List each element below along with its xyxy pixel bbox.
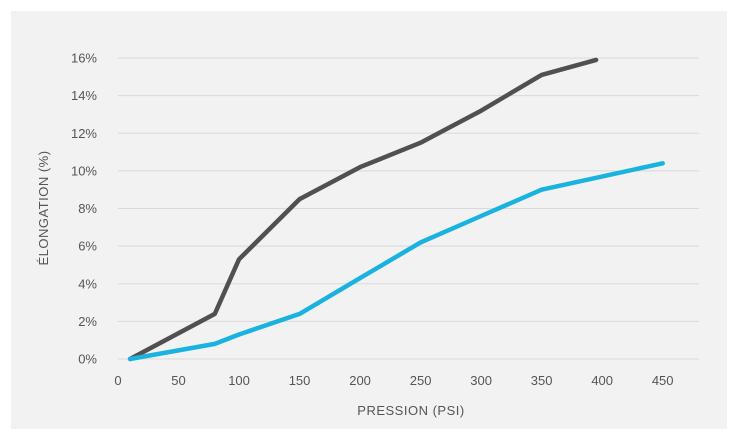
y-tick-label: 0% <box>78 352 97 367</box>
y-tick-label: 6% <box>78 239 97 254</box>
y-axis-title: ÉLONGATION (%) <box>36 150 51 265</box>
y-tick-label: 2% <box>78 314 97 329</box>
y-tick-label: 16% <box>71 51 97 66</box>
y-tick-label: 4% <box>78 276 97 291</box>
x-axis-ticks: 0 50 100 150 200 250 300 350 400 450 <box>114 373 673 388</box>
x-tick-label: 450 <box>652 373 674 388</box>
x-tick-label: 250 <box>410 373 432 388</box>
y-tick-label: 8% <box>78 201 97 216</box>
series-line-1 <box>127 57 599 362</box>
x-tick-label: 100 <box>228 373 250 388</box>
series-lines <box>127 57 665 362</box>
x-tick-label: 300 <box>470 373 492 388</box>
x-tick-label: 150 <box>289 373 311 388</box>
y-tick-label: 12% <box>71 126 97 141</box>
series-line-2 <box>127 161 665 362</box>
x-tick-label: 200 <box>349 373 371 388</box>
y-axis-ticks: 0% 2% 4% 6% 8% 10% 12% 14% 16% <box>71 51 97 367</box>
x-tick-label: 50 <box>171 373 185 388</box>
gridlines <box>118 57 699 360</box>
y-tick-label: 10% <box>71 163 97 178</box>
x-tick-label: 350 <box>531 373 553 388</box>
y-tick-label: 14% <box>71 88 97 103</box>
x-axis-title: PRESSION (PSI) <box>357 403 464 418</box>
x-tick-label: 400 <box>591 373 613 388</box>
x-tick-label: 0 <box>114 373 121 388</box>
